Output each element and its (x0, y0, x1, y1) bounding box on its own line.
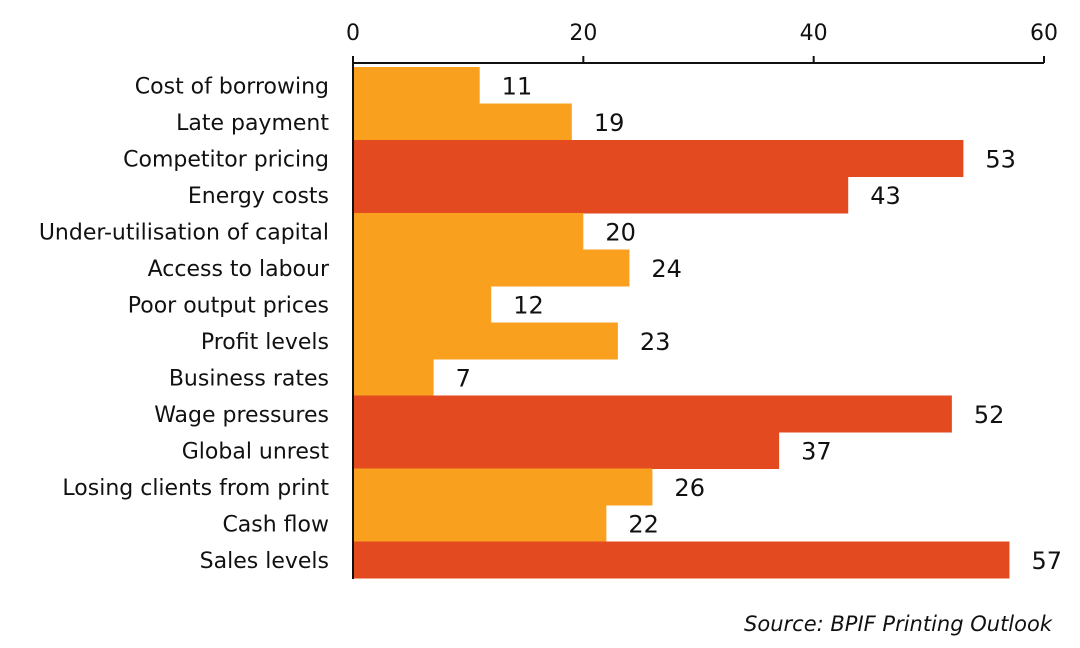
category-label: Cost of borrowing (135, 74, 329, 99)
bar (353, 505, 607, 542)
bar (353, 103, 572, 141)
bar (353, 468, 653, 506)
category-labels: Cost of borrowing Late payment Competitor … (39, 74, 330, 574)
value-label: 26 (674, 474, 705, 502)
value-labels: 11 19 53 43 20 24 12 23 7 52 37 26 22 57 (456, 72, 1062, 575)
value-label: 19 (594, 109, 625, 137)
bar (353, 286, 492, 323)
category-label: Access to labour (148, 257, 330, 282)
bar (353, 322, 618, 360)
bar (353, 213, 584, 250)
bar (353, 67, 480, 104)
source-note: Source: BPIF Printing Outlook (744, 612, 1052, 636)
bar (353, 432, 780, 469)
bar (353, 359, 434, 396)
category-label: Energy costs (188, 184, 329, 209)
category-label: Cash flow (222, 512, 329, 537)
value-label: 22 (628, 510, 659, 538)
value-label: 24 (651, 255, 682, 283)
value-label: 23 (640, 328, 671, 356)
value-label: 52 (974, 401, 1005, 429)
x-tick-label: 0 (346, 21, 360, 46)
value-label: 53 (985, 145, 1016, 173)
bar (353, 140, 964, 177)
x-tick-label: 40 (800, 21, 828, 46)
category-label: Late payment (176, 111, 329, 136)
category-label: Competitor pricing (123, 147, 329, 172)
x-tick-label: 20 (569, 21, 597, 46)
category-label: Wage pressures (154, 403, 329, 428)
category-label: Business rates (169, 366, 329, 391)
bar (353, 541, 1010, 579)
value-label: 20 (605, 218, 636, 246)
x-tick-label: 60 (1030, 21, 1058, 46)
bar (353, 249, 630, 287)
x-axis: 0 20 40 60 (346, 21, 1058, 579)
value-label: 57 (1031, 547, 1062, 575)
value-label: 37 (801, 437, 832, 465)
category-label: Profit levels (201, 330, 329, 355)
category-label: Poor output prices (128, 293, 329, 318)
category-label: Under-utilisation of capital (39, 220, 329, 245)
category-label: Global unrest (182, 439, 330, 464)
value-label: 12 (513, 291, 544, 319)
bar (353, 395, 952, 433)
value-label: 11 (502, 72, 533, 100)
value-label: 43 (870, 182, 901, 210)
category-label: Losing clients from print (62, 476, 329, 501)
bars-layer (353, 67, 1010, 579)
bar (353, 176, 849, 214)
category-label: Sales levels (200, 549, 329, 574)
value-label: 7 (456, 364, 471, 392)
